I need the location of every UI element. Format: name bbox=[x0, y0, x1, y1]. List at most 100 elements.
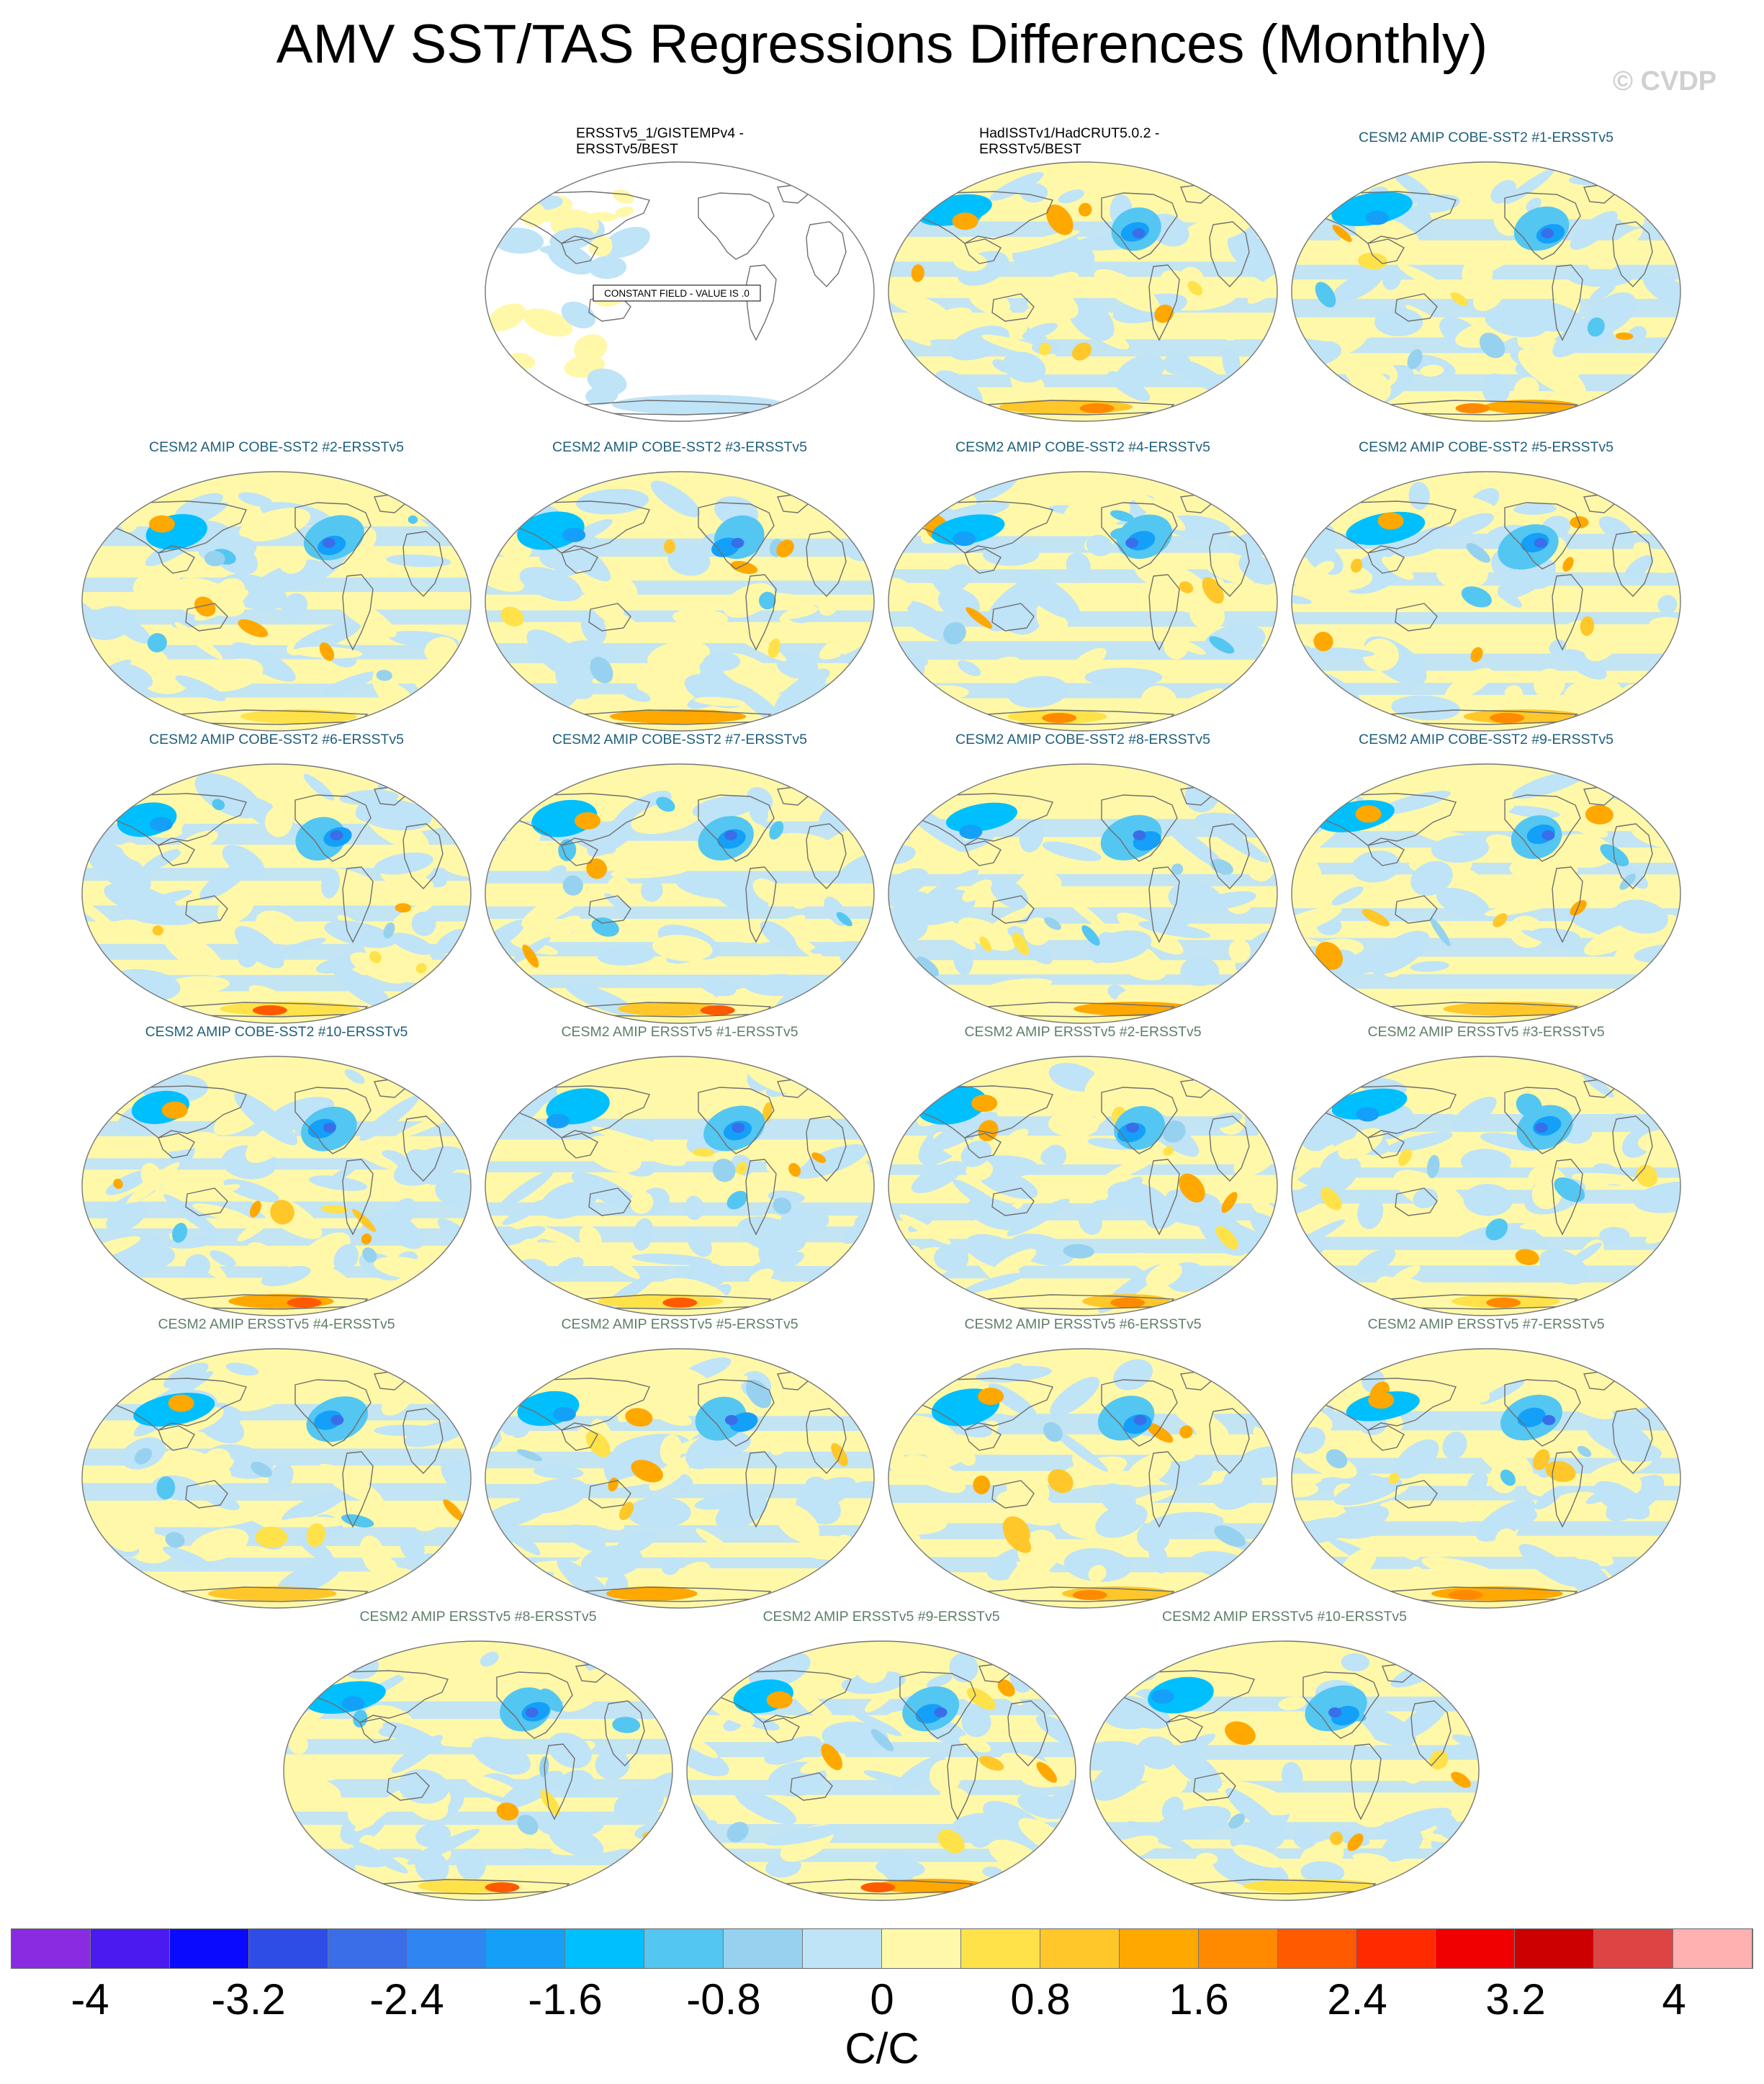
colorbar-box bbox=[724, 1929, 804, 1968]
map-panel: CESM2 AMIP COBE-SST2 #10-ERSSTv5 bbox=[79, 1024, 474, 1334]
map-panel: CESM2 AMIP ERSSTv5 #6-ERSSTv5 bbox=[886, 1316, 1280, 1626]
panel-title: ERSSTv5_1/GISTEMPv4 - ERSSTv5/BEST bbox=[576, 125, 744, 157]
map-panel: CESM2 AMIP ERSSTv5 #4-ERSSTv5 bbox=[79, 1316, 474, 1626]
robinson-map bbox=[888, 1348, 1278, 1609]
panel-title: CESM2 AMIP ERSSTv5 #7-ERSSTv5 bbox=[1367, 1316, 1605, 1332]
map-panel: CESM2 AMIP ERSSTv5 #2-ERSSTv5 bbox=[886, 1024, 1280, 1334]
map-panel: CESM2 AMIP COBE-SST2 #3-ERSSTv5 bbox=[482, 439, 877, 749]
map-panel: ERSSTv5_1/GISTEMPv4 - ERSSTv5/BEST CONSTA… bbox=[482, 125, 877, 439]
watermark: © CVDP bbox=[1613, 66, 1717, 96]
colorbar bbox=[11, 1928, 1753, 1969]
constant-field-label: CONSTANT FIELD - VALUE IS .0 bbox=[604, 288, 750, 299]
robinson-map bbox=[1291, 471, 1681, 732]
panel-title: HadISSTv1/HadCRUT5.0.2 - ERSSTv5/BEST bbox=[979, 125, 1160, 157]
colorbar-box bbox=[803, 1929, 882, 1968]
robinson-map bbox=[1291, 1056, 1681, 1316]
colorbar-tick-label: 3.2 bbox=[1485, 1975, 1546, 2024]
colorbar-box bbox=[565, 1929, 645, 1968]
colorbar-box bbox=[1436, 1929, 1516, 1968]
panel-title: CESM2 AMIP ERSSTv5 #9-ERSSTv5 bbox=[762, 1609, 1000, 1625]
robinson-map bbox=[485, 1348, 875, 1609]
colorbar-box bbox=[90, 1929, 170, 1968]
robinson-map bbox=[888, 471, 1278, 732]
panel-title: CESM2 AMIP COBE-SST2 #10-ERSSTv5 bbox=[145, 1024, 408, 1040]
colorbar-box bbox=[169, 1929, 249, 1968]
colorbar-box bbox=[1119, 1929, 1199, 1968]
robinson-map bbox=[1089, 1640, 1480, 1901]
panel-title: CESM2 AMIP COBE-SST2 #9-ERSSTv5 bbox=[1359, 732, 1614, 747]
map-panel: CESM2 AMIP COBE-SST2 #6-ERSSTv5 bbox=[79, 732, 474, 1041]
map-panel: CESM2 AMIP ERSSTv5 #1-ERSSTv5 bbox=[482, 1024, 877, 1334]
robinson-map bbox=[81, 763, 472, 1024]
robinson-map bbox=[1291, 763, 1681, 1024]
robinson-map bbox=[888, 1056, 1278, 1316]
colorbar-box bbox=[12, 1929, 91, 1968]
panel-title: CESM2 AMIP ERSSTv5 #4-ERSSTv5 bbox=[158, 1316, 395, 1332]
map-panel: CESM2 AMIP COBE-SST2 #1-ERSSTv5 bbox=[1289, 130, 1683, 439]
colorbar-box bbox=[1198, 1929, 1278, 1968]
colorbar-tick-label: 0 bbox=[870, 1975, 894, 2024]
colorbar-tick-label: -2.4 bbox=[369, 1975, 444, 2024]
map-panel: CESM2 AMIP COBE-SST2 #4-ERSSTv5 bbox=[886, 439, 1280, 749]
colorbar-tick-label: -1.6 bbox=[528, 1975, 603, 2024]
panel-title: CESM2 AMIP COBE-SST2 #8-ERSSTv5 bbox=[955, 732, 1210, 747]
map-panel: CESM2 AMIP ERSSTv5 #9-ERSSTv5 bbox=[684, 1609, 1079, 1918]
map-panel: CESM2 AMIP ERSSTv5 #7-ERSSTv5 bbox=[1289, 1316, 1683, 1626]
map-panel: CESM2 AMIP COBE-SST2 #2-ERSSTv5 bbox=[79, 439, 474, 749]
robinson-map bbox=[81, 1348, 472, 1609]
panel-title: CESM2 AMIP COBE-SST2 #1-ERSSTv5 bbox=[1359, 130, 1614, 145]
robinson-map bbox=[81, 471, 472, 732]
colorbar-box bbox=[486, 1929, 566, 1968]
map-panel: CESM2 AMIP ERSSTv5 #8-ERSSTv5 bbox=[281, 1609, 675, 1918]
colorbar-box bbox=[1277, 1929, 1357, 1968]
panel-title: CESM2 AMIP ERSSTv5 #10-ERSSTv5 bbox=[1162, 1609, 1407, 1625]
panel-title: CESM2 AMIP COBE-SST2 #5-ERSSTv5 bbox=[1359, 439, 1614, 455]
colorbar-box bbox=[1040, 1929, 1120, 1968]
map-panel: CESM2 AMIP COBE-SST2 #7-ERSSTv5 bbox=[482, 732, 877, 1041]
colorbar-box bbox=[407, 1929, 487, 1968]
panel-title: CESM2 AMIP ERSSTv5 #5-ERSSTv5 bbox=[561, 1316, 798, 1332]
robinson-map: CONSTANT FIELD - VALUE IS .0 bbox=[485, 161, 875, 422]
panel-title: CESM2 AMIP COBE-SST2 #2-ERSSTv5 bbox=[149, 439, 404, 455]
robinson-map bbox=[1291, 1348, 1681, 1609]
colorbar-box bbox=[328, 1929, 408, 1968]
colorbar-tick-label: -4 bbox=[71, 1975, 109, 2024]
map-panel: CESM2 AMIP ERSSTv5 #10-ERSSTv5 bbox=[1087, 1609, 1482, 1918]
panel-title: CESM2 AMIP COBE-SST2 #3-ERSSTv5 bbox=[552, 439, 807, 455]
map-panel: CESM2 AMIP COBE-SST2 #9-ERSSTv5 bbox=[1289, 732, 1683, 1041]
colorbar-box bbox=[644, 1929, 724, 1968]
panel-title: CESM2 AMIP COBE-SST2 #7-ERSSTv5 bbox=[552, 732, 807, 747]
panel-title: CESM2 AMIP ERSSTv5 #3-ERSSTv5 bbox=[1367, 1024, 1605, 1040]
colorbar-tick-label: 4 bbox=[1662, 1975, 1686, 2024]
figure-title: AMV SST/TAS Regressions Differences (Mon… bbox=[276, 14, 1488, 75]
colorbar-box bbox=[881, 1929, 961, 1968]
colorbar-box bbox=[1673, 1929, 1752, 1968]
robinson-map bbox=[888, 763, 1278, 1024]
robinson-map bbox=[485, 763, 875, 1024]
colorbar-box bbox=[1515, 1929, 1595, 1968]
panel-title: CESM2 AMIP ERSSTv5 #8-ERSSTv5 bbox=[359, 1609, 597, 1625]
map-panel: CESM2 AMIP COBE-SST2 #5-ERSSTv5 bbox=[1289, 439, 1683, 749]
robinson-map bbox=[888, 161, 1278, 422]
robinson-map bbox=[686, 1640, 1076, 1901]
panel-title: CESM2 AMIP ERSSTv5 #2-ERSSTv5 bbox=[964, 1024, 1202, 1040]
colorbar-tick-label: -0.8 bbox=[686, 1975, 761, 2024]
map-panel: HadISSTv1/HadCRUT5.0.2 - ERSSTv5/BEST bbox=[886, 125, 1280, 439]
colorbar-box bbox=[1594, 1929, 1674, 1968]
colorbar-tick-label: 2.4 bbox=[1327, 1975, 1387, 2024]
colorbar-box bbox=[1356, 1929, 1436, 1968]
panel-title: CESM2 AMIP COBE-SST2 #4-ERSSTv5 bbox=[955, 439, 1210, 455]
panel-title: CESM2 AMIP ERSSTv5 #6-ERSSTv5 bbox=[964, 1316, 1202, 1332]
colorbar-tick-label: 0.8 bbox=[1010, 1975, 1071, 2024]
robinson-map bbox=[485, 471, 875, 732]
colorbar-tick-label: 1.6 bbox=[1169, 1975, 1229, 2024]
colorbar-box bbox=[248, 1929, 328, 1968]
map-panel: CESM2 AMIP ERSSTv5 #5-ERSSTv5 bbox=[482, 1316, 877, 1626]
colorbar-tick-label: -3.2 bbox=[211, 1975, 286, 2024]
robinson-map bbox=[283, 1640, 673, 1901]
robinson-map bbox=[81, 1056, 472, 1316]
map-panel: CESM2 AMIP COBE-SST2 #8-ERSSTv5 bbox=[886, 732, 1280, 1041]
map-panel: CESM2 AMIP ERSSTv5 #3-ERSSTv5 bbox=[1289, 1024, 1683, 1334]
panel-title: CESM2 AMIP COBE-SST2 #6-ERSSTv5 bbox=[149, 732, 404, 747]
colorbar-units: C/C bbox=[845, 2024, 919, 2072]
